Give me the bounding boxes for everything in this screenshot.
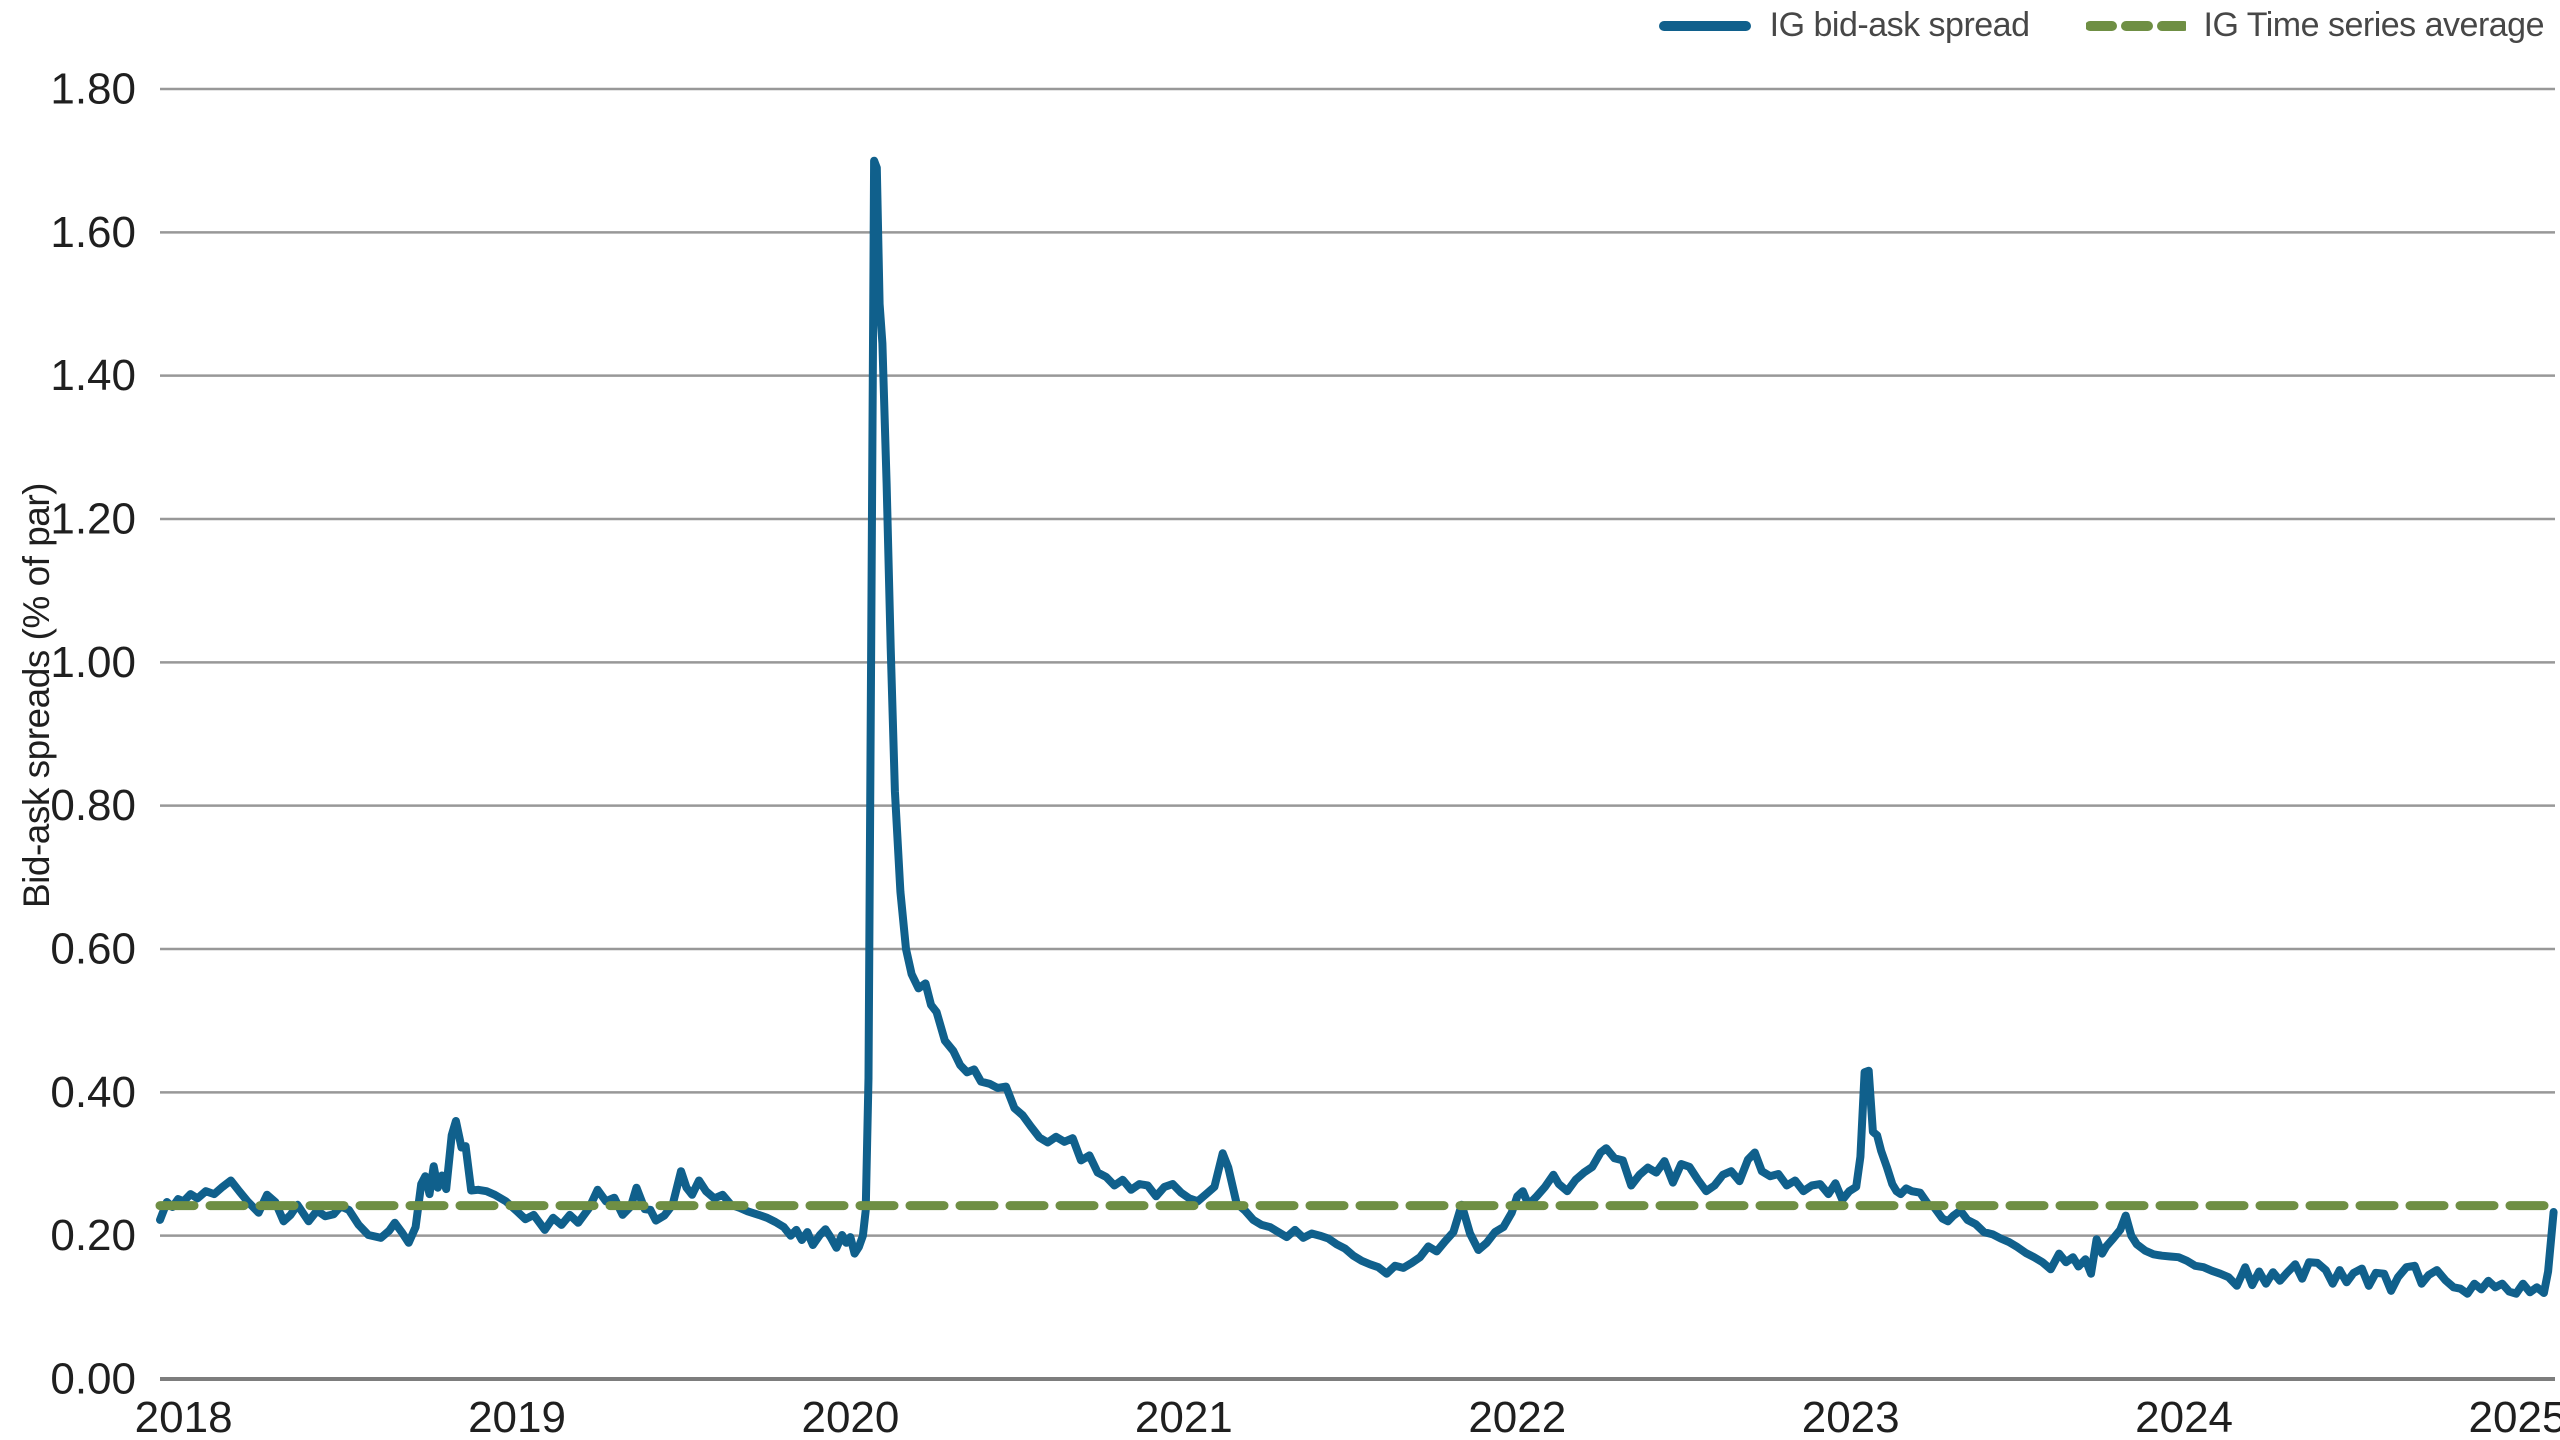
x-tick-label: 2022: [1468, 1393, 1566, 1440]
x-tick-labels: 2018 2019 2020 2021 2022 2023 2024 2025: [135, 1393, 2560, 1440]
dashed-line-swatch-icon: [2085, 20, 2186, 31]
y-tick-labels: 0.00 0.20 0.40 0.60 0.80 1.00 1.20 1.40 1.60 1.80: [50, 65, 136, 1404]
y-tick-label: 0.20: [50, 1211, 136, 1260]
legend-label-spread: IG bid-ask spread: [1769, 6, 2030, 44]
legend-item-spread: IG bid-ask spread: [1658, 6, 2030, 45]
series-line-ig-bid-ask-spread: [156, 156, 2558, 1298]
x-tick-label: 2019: [468, 1393, 566, 1440]
x-tick-label: 2025: [2469, 1393, 2560, 1440]
x-tick-label: 2024: [2135, 1393, 2233, 1440]
y-axis-title: Bid-ask spreads (% of par): [16, 482, 57, 908]
y-tick-label: 0.60: [50, 925, 136, 974]
y-tick-label: 0.00: [50, 1355, 136, 1404]
x-tick-label: 2020: [801, 1393, 899, 1440]
y-tick-label: 0.40: [50, 1068, 136, 1117]
y-tick-label: 1.20: [50, 495, 136, 544]
gridlines: [160, 87, 2555, 1237]
x-tick-label: 2021: [1135, 1393, 1233, 1440]
x-tick-label: 2023: [1802, 1393, 1900, 1440]
y-tick-label: 1.40: [50, 351, 136, 400]
legend-label-average: IG Time series average: [2203, 6, 2545, 44]
solid-line-swatch-icon: [1658, 20, 1751, 31]
x-tick-label: 2018: [135, 1393, 233, 1440]
legend-item-average: IG Time series average: [2085, 6, 2545, 45]
legend: IG bid-ask spread IG Time series average: [1658, 6, 2545, 45]
y-tick-label: 1.00: [50, 638, 136, 687]
y-tick-label: 1.80: [50, 65, 136, 114]
y-tick-label: 0.80: [50, 781, 136, 830]
y-tick-label: 1.60: [50, 208, 136, 257]
